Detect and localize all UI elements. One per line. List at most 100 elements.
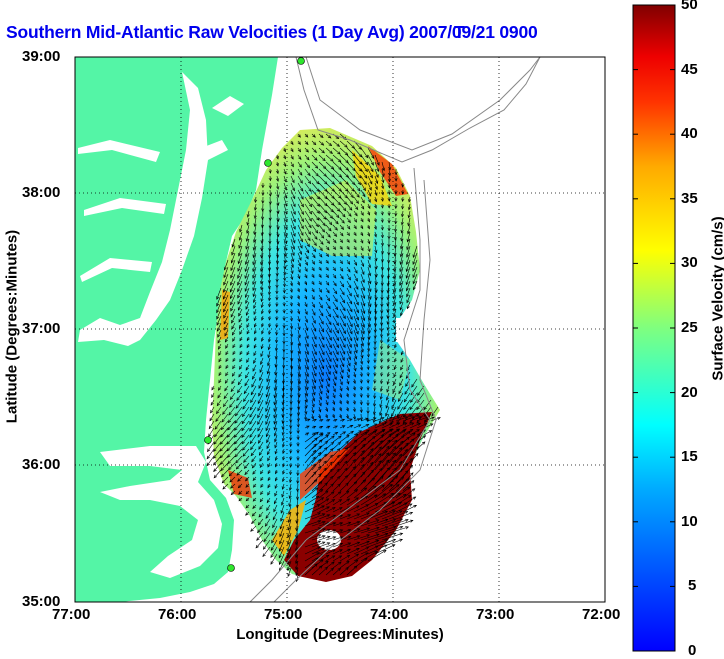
velocity-arrow (217, 336, 222, 344)
velocity-arrow (304, 154, 310, 160)
velocity-arrow (253, 294, 257, 303)
velocity-arrow (311, 336, 317, 348)
velocity-arrowhead (217, 328, 220, 332)
velocity-arrowhead (257, 400, 261, 405)
velocity-arrow (346, 364, 350, 372)
velocity-arrow (406, 252, 411, 265)
velocity-arrow (245, 511, 250, 516)
velocity-arrow (257, 392, 264, 404)
velocity-arrow (360, 322, 365, 334)
velocity-arrowhead (230, 267, 234, 272)
velocity-arrowhead (417, 422, 422, 426)
velocity-arrow (381, 350, 383, 356)
velocity-arrow (353, 273, 358, 282)
velocity-arrowhead (336, 330, 340, 334)
velocity-arrowhead (346, 415, 349, 420)
velocity-arrow (283, 203, 288, 215)
velocity-arrowhead (311, 274, 315, 279)
velocity-arrow (325, 455, 333, 464)
velocity-arrowhead (333, 282, 337, 287)
velocity-arrowhead (281, 432, 285, 436)
velocity-arrow (266, 385, 271, 398)
velocity-arrow (249, 427, 257, 438)
velocity-arrow (282, 399, 285, 412)
velocity-arrow (297, 413, 299, 422)
velocity-arrowhead (252, 498, 257, 502)
velocity-arrow (402, 488, 415, 499)
velocity-arrow (295, 525, 299, 538)
velocity-arrow (374, 510, 396, 520)
velocity-arrow (276, 189, 279, 198)
velocity-arrow (346, 497, 359, 506)
velocity-arrowhead (340, 275, 344, 280)
velocity-arrowhead (246, 351, 250, 356)
velocity-arrowhead (257, 434, 261, 438)
velocity-arrow (274, 371, 278, 383)
velocity-arrowhead (356, 521, 361, 525)
velocity-arrowhead (270, 547, 274, 551)
velocity-arrowhead (318, 415, 322, 419)
velocity-arrowhead (249, 440, 253, 445)
velocity-arrowhead (392, 452, 396, 457)
velocity-arrowhead (375, 174, 379, 179)
velocity-arrowhead (257, 414, 261, 419)
velocity-arrowhead (401, 191, 405, 195)
velocity-arrowhead (258, 440, 261, 444)
velocity-arrowhead (305, 262, 308, 266)
velocity-arrowhead (289, 289, 293, 293)
velocity-arrow (274, 490, 278, 497)
velocity-arrowhead (298, 373, 302, 378)
velocity-arrow (360, 329, 364, 341)
velocity-arrowhead (411, 438, 415, 442)
velocity-arrowhead (268, 209, 272, 214)
velocity-arrowhead (399, 275, 403, 280)
velocity-arrowhead (270, 561, 274, 565)
velocity-arrowhead (353, 445, 357, 450)
velocity-arrowhead (399, 374, 403, 379)
velocity-arrow (353, 287, 359, 298)
velocity-arrowhead (237, 307, 241, 311)
velocity-arrowhead (409, 420, 413, 424)
velocity-arrow (229, 476, 236, 483)
velocity-arrow (264, 525, 271, 535)
velocity-arrowhead (354, 270, 358, 274)
velocity-arrow (394, 252, 397, 264)
velocity-arrowhead (321, 351, 325, 356)
velocity-arrowhead (289, 464, 293, 468)
velocity-arrowhead (273, 421, 277, 425)
velocity-arrowhead (359, 367, 363, 371)
velocity-arrowhead (352, 393, 356, 398)
velocity-arrowhead (252, 261, 256, 266)
velocity-arrow (295, 546, 299, 558)
velocity-arrowhead (387, 227, 391, 232)
velocity-arrowhead (304, 281, 307, 286)
velocity-arrow (253, 350, 257, 356)
velocity-arrow (290, 224, 296, 237)
velocity-arrow (267, 357, 271, 366)
velocity-arrowhead (305, 386, 309, 391)
velocity-arrowhead (406, 238, 410, 243)
velocity-arrow (234, 413, 243, 424)
velocity-arrowhead (317, 534, 322, 538)
velocity-arrow (304, 385, 308, 397)
velocity-arrow (304, 238, 310, 247)
velocity-arrowhead (289, 479, 293, 484)
velocity-arrowhead (312, 304, 315, 308)
velocity-arrow (318, 140, 324, 146)
velocity-arrowhead (280, 518, 284, 522)
velocity-arrowhead (355, 301, 359, 306)
velocity-arrow (268, 273, 271, 283)
velocity-arrow (287, 539, 292, 552)
velocity-arrowhead (318, 408, 322, 413)
velocity-arrowhead (265, 393, 269, 398)
velocity-arrow (261, 217, 264, 228)
velocity-arrowhead (234, 412, 239, 417)
velocity-arrowhead (338, 400, 342, 405)
velocity-arrowhead (229, 288, 233, 293)
velocity-arrow (262, 210, 264, 220)
velocity-arrow (374, 452, 389, 471)
velocity-arrowhead (353, 361, 357, 366)
velocity-arrowhead (245, 300, 249, 304)
velocity-arrowhead (396, 422, 401, 426)
velocity-arrowhead (376, 168, 380, 172)
